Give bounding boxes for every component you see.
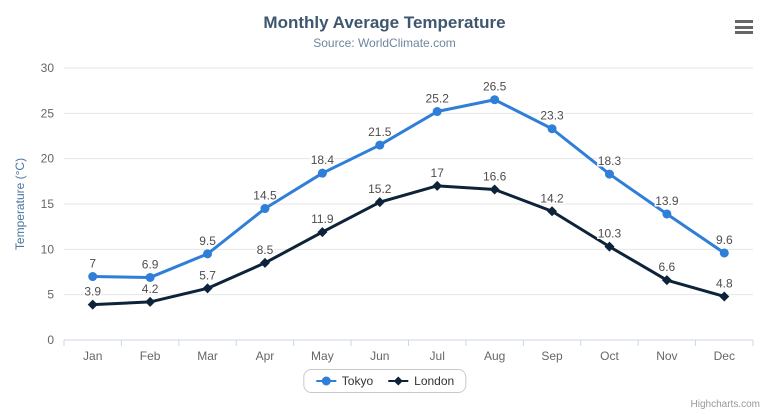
data-label-london: 10.3	[598, 227, 622, 241]
x-axis-label: May	[311, 349, 334, 363]
y-axis-label: 25	[41, 106, 55, 120]
y-axis-label: 10	[41, 242, 55, 256]
point-london-jul[interactable]	[432, 180, 443, 191]
x-axis-label: Sep	[541, 349, 563, 363]
data-label-tokyo: 18.4	[311, 153, 335, 167]
y-axis-title: Temperature (°C)	[13, 158, 27, 250]
point-london-apr[interactable]	[259, 257, 270, 268]
point-london-dec[interactable]	[719, 291, 730, 302]
x-axis-label: Oct	[600, 349, 619, 363]
point-tokyo-aug[interactable]	[490, 95, 500, 105]
context-menu-button[interactable]	[732, 16, 756, 38]
legend: Tokyo London	[302, 369, 467, 393]
point-london-nov[interactable]	[661, 275, 672, 286]
x-axis-label: Mar	[197, 349, 218, 363]
y-axis-label: 5	[47, 288, 54, 302]
data-label-london: 14.2	[540, 191, 564, 205]
data-label-tokyo: 9.5	[199, 234, 216, 248]
legend-item-tokyo[interactable]: Tokyo	[315, 374, 373, 388]
data-label-london: 3.9	[84, 285, 101, 299]
point-tokyo-jan[interactable]	[88, 272, 98, 282]
circle-legend-icon	[315, 376, 336, 386]
x-axis-label: Jun	[370, 349, 389, 363]
x-axis-label: Jan	[83, 349, 102, 363]
legend-label-london: London	[414, 374, 455, 388]
point-tokyo-apr[interactable]	[260, 204, 270, 214]
data-label-london: 16.6	[483, 169, 507, 183]
point-tokyo-may[interactable]	[317, 168, 327, 178]
point-london-sep[interactable]	[547, 206, 558, 217]
point-tokyo-sep[interactable]	[547, 124, 557, 134]
data-label-london: 4.8	[716, 276, 733, 290]
y-axis-label: 20	[41, 152, 55, 166]
point-london-aug[interactable]	[489, 184, 500, 195]
x-axis-label: Jul	[430, 349, 445, 363]
data-label-london: 8.5	[257, 243, 274, 257]
y-axis-label: 30	[41, 61, 55, 75]
data-label-tokyo: 25.2	[426, 92, 450, 106]
point-tokyo-mar[interactable]	[203, 249, 213, 259]
point-london-feb[interactable]	[145, 296, 156, 307]
data-label-tokyo: 6.9	[142, 257, 159, 271]
chart-subtitle: Source: WorldClimate.com	[313, 36, 456, 50]
point-tokyo-jun[interactable]	[375, 140, 385, 150]
x-axis-label: Feb	[140, 349, 161, 363]
point-tokyo-oct[interactable]	[604, 169, 614, 179]
x-axis-label: Dec	[714, 349, 735, 363]
data-label-london: 4.2	[142, 282, 159, 296]
legend-item-london[interactable]: London	[387, 374, 454, 388]
point-tokyo-nov[interactable]	[662, 209, 672, 219]
data-label-london: 17	[431, 166, 445, 180]
data-label-tokyo: 23.3	[540, 109, 564, 123]
data-label-london: 11.9	[311, 212, 334, 226]
chart-title: Monthly Average Temperature	[263, 13, 506, 32]
data-label-tokyo: 7	[89, 257, 96, 271]
data-label-london: 15.2	[368, 182, 392, 196]
data-label-tokyo: 21.5	[368, 125, 392, 139]
y-axis-label: 15	[41, 197, 55, 211]
point-tokyo-dec[interactable]	[719, 248, 729, 258]
x-axis-label: Apr	[256, 349, 275, 363]
data-label-tokyo: 9.6	[716, 233, 733, 247]
data-label-tokyo: 14.5	[253, 189, 277, 203]
point-london-oct[interactable]	[604, 241, 615, 252]
point-tokyo-feb[interactable]	[145, 272, 155, 282]
data-label-tokyo: 26.5	[483, 80, 507, 94]
point-tokyo-jul[interactable]	[432, 107, 442, 117]
credits-link[interactable]: Highcharts.com	[690, 399, 760, 410]
data-label-london: 5.7	[199, 268, 216, 282]
series-line-tokyo	[91, 98, 726, 279]
data-label-tokyo: 18.3	[598, 154, 622, 168]
data-label-london: 6.6	[659, 260, 676, 274]
legend-label-tokyo: Tokyo	[341, 374, 374, 388]
point-london-mar[interactable]	[202, 283, 213, 294]
point-london-jan[interactable]	[87, 299, 98, 310]
series-line-london	[91, 184, 726, 307]
diamond-legend-icon	[388, 376, 409, 386]
data-label-tokyo: 13.9	[655, 194, 679, 208]
x-axis-label: Aug	[484, 349, 505, 363]
x-axis-label: Nov	[656, 349, 677, 363]
point-london-may[interactable]	[317, 227, 328, 238]
y-axis-label: 0	[47, 333, 54, 347]
point-london-jun[interactable]	[374, 197, 385, 208]
